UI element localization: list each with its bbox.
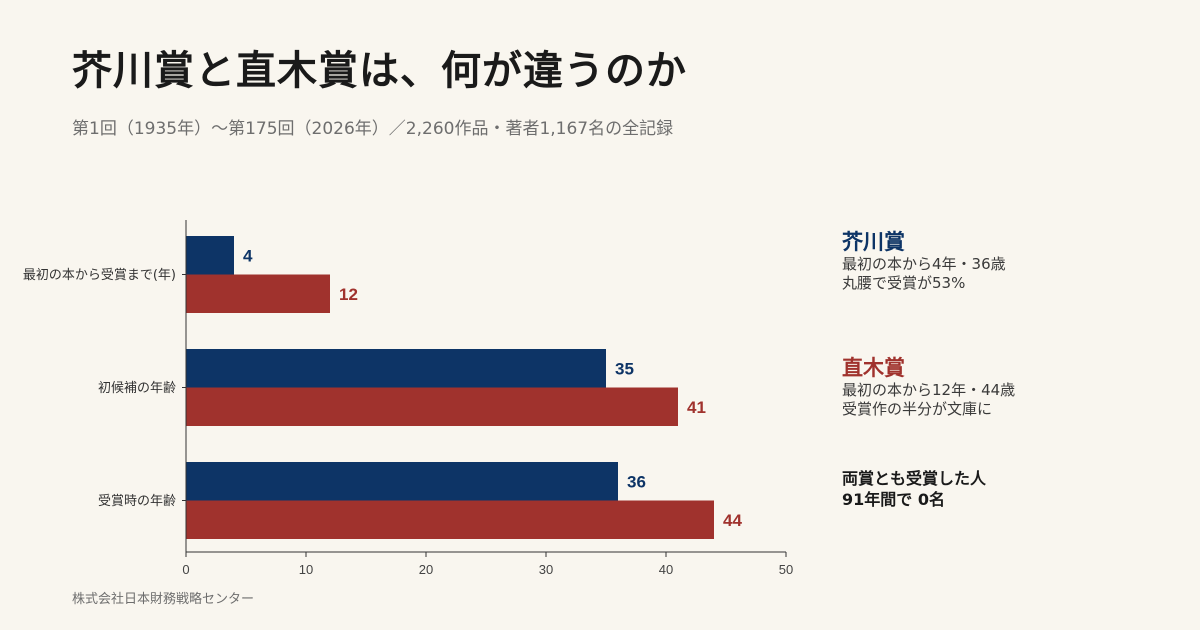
category-label-2: 受賞時の年齢	[98, 494, 176, 509]
data-label-akutagawa-1: 35	[615, 359, 634, 378]
bar-naoki-0	[186, 274, 330, 313]
x-tick-label-1: 10	[299, 562, 313, 577]
bar-naoki-1	[186, 387, 678, 426]
note-line1: 両賞とも受賞した人	[842, 469, 987, 488]
legend-akutagawa-line1: 最初の本から4年・36歳	[842, 255, 1006, 273]
page-subtitle: 第1回（1935年）〜第175回（2026年）／2,260作品・著者1,167名…	[72, 119, 674, 139]
legend-akutagawa-title: 芥川賞	[842, 230, 905, 254]
x-tick-label-5: 50	[779, 562, 793, 577]
x-tick-label-4: 40	[659, 562, 673, 577]
category-label-0: 最初の本から受賞まで(年)	[23, 268, 176, 283]
x-tick-label-0: 0	[182, 562, 189, 577]
data-label-naoki-2: 44	[723, 511, 742, 530]
category-label-1: 初候補の年齢	[98, 381, 176, 396]
bar-akutagawa-2	[186, 462, 618, 501]
bar-akutagawa-1	[186, 349, 606, 388]
bar-naoki-2	[186, 500, 714, 539]
data-label-naoki-1: 41	[687, 398, 706, 417]
note-both-prizes: 両賞とも受賞した人 91年間で 0名	[842, 468, 986, 510]
x-tick-label-2: 20	[419, 562, 433, 577]
legend-akutagawa-line2: 丸腰で受賞が53%	[842, 274, 966, 292]
source-credit: 株式会社日本財務戦略センター	[72, 592, 255, 607]
data-label-naoki-0: 12	[339, 285, 358, 304]
data-label-akutagawa-2: 36	[627, 472, 646, 491]
page-title: 芥川賞と直木賞は、何が違うのか	[72, 48, 687, 94]
bar-akutagawa-0	[186, 236, 234, 275]
legend-naoki-line1: 最初の本から12年・44歳	[842, 381, 1016, 399]
legend-naoki: 直木賞 最初の本から12年・44歳 受賞作の半分が文庫に	[842, 355, 1015, 419]
legend-akutagawa: 芥川賞 最初の本から4年・36歳 丸腰で受賞が53%	[842, 229, 1006, 293]
legend-naoki-title: 直木賞	[842, 356, 905, 380]
legend-naoki-line2: 受賞作の半分が文庫に	[842, 400, 993, 418]
note-line2: 91年間で 0名	[842, 490, 945, 509]
data-label-akutagawa-0: 4	[243, 246, 253, 265]
x-tick-label-3: 30	[539, 562, 553, 577]
